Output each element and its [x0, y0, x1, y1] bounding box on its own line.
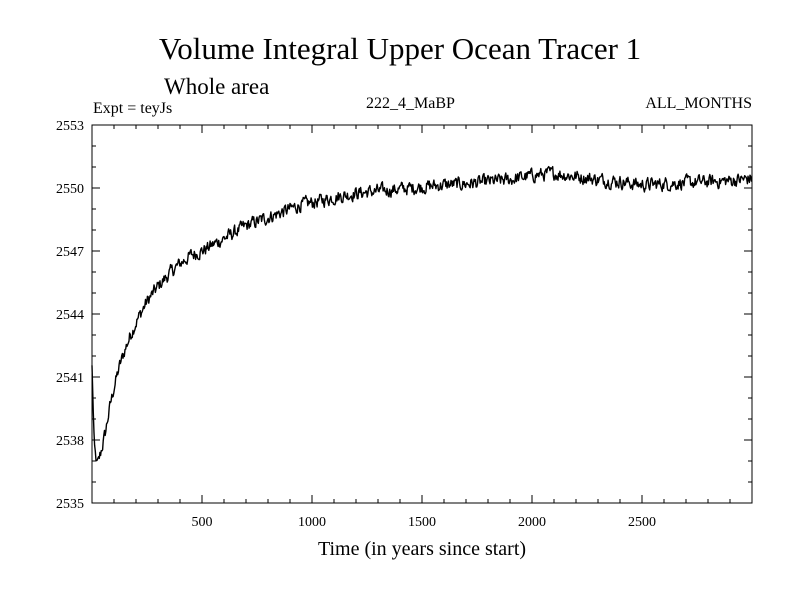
- chart-title: Volume Integral Upper Ocean Tracer 1: [158, 31, 642, 66]
- run-label: 222_4_MaBP: [366, 95, 455, 112]
- axis-tick-labels: 500 1000 1500 2000 2500 2535 2538 2541 2544 2547 2…: [56, 119, 656, 530]
- experiment-label: Expt = teyJs: [93, 100, 173, 117]
- x-axis-label: Time (in years since start): [317, 538, 527, 560]
- y-tick-label: 2553: [56, 119, 84, 134]
- x-tick-label: 2500: [628, 515, 656, 530]
- y-tick-label: 2547: [56, 245, 84, 260]
- x-tick-label: 1000: [298, 515, 326, 530]
- x-tick-label: 1500: [408, 515, 436, 530]
- y-tick-label: 2538: [56, 434, 84, 449]
- y-tick-label: 2535: [56, 497, 84, 512]
- series-line: [91, 165, 753, 462]
- y-tick-label: 2550: [56, 182, 84, 197]
- axis-ticks: [92, 125, 752, 503]
- x-tick-label: 2000: [518, 515, 546, 530]
- x-tick-label: 500: [192, 515, 213, 530]
- y-tick-label: 2544: [56, 308, 84, 323]
- months-label: ALL_MONTHS: [645, 95, 752, 112]
- y-tick-label: 2541: [56, 371, 84, 386]
- chart-subtitle: Whole area: [164, 74, 270, 99]
